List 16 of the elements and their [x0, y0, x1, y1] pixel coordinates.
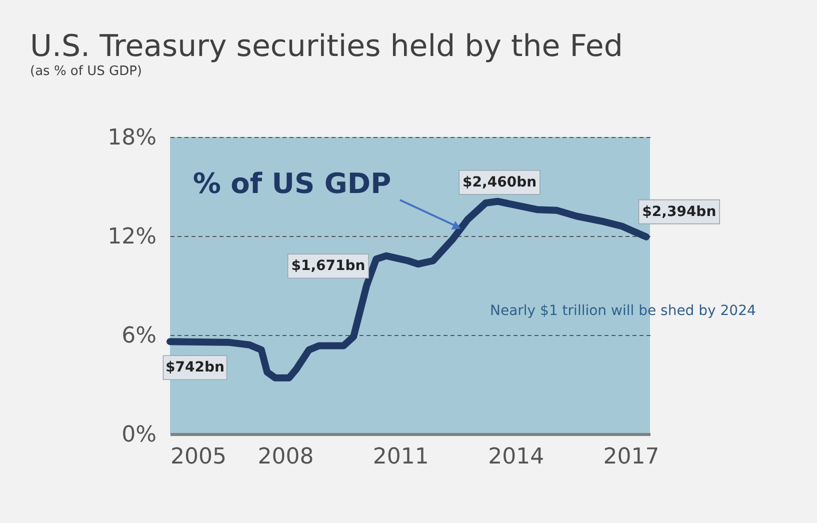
x-tick-label: 2008 [258, 444, 314, 470]
chart-subtitle: (as % of US GDP) [30, 64, 142, 79]
annotation: $1,671bn [291, 258, 366, 274]
annotation: $2,394bn [642, 204, 716, 220]
annotation: $742bn [166, 360, 224, 376]
y-tick-label: 12% [108, 224, 156, 250]
x-tick-label: 2005 [170, 444, 226, 470]
y-tick-label: 6% [122, 324, 156, 348]
y-tick-label: 18% [108, 126, 156, 150]
text: % of US GDP [192, 167, 392, 200]
chart-title: U.S. Treasury securities held by the Fed [30, 29, 623, 64]
x-tick-label: 2014 [488, 444, 544, 470]
x-tick-label: 2017 [603, 444, 660, 470]
y-tick-label: 0% [122, 422, 156, 448]
x-tick-label: 2011 [372, 444, 429, 470]
annotation: $2,460bn [462, 174, 537, 190]
